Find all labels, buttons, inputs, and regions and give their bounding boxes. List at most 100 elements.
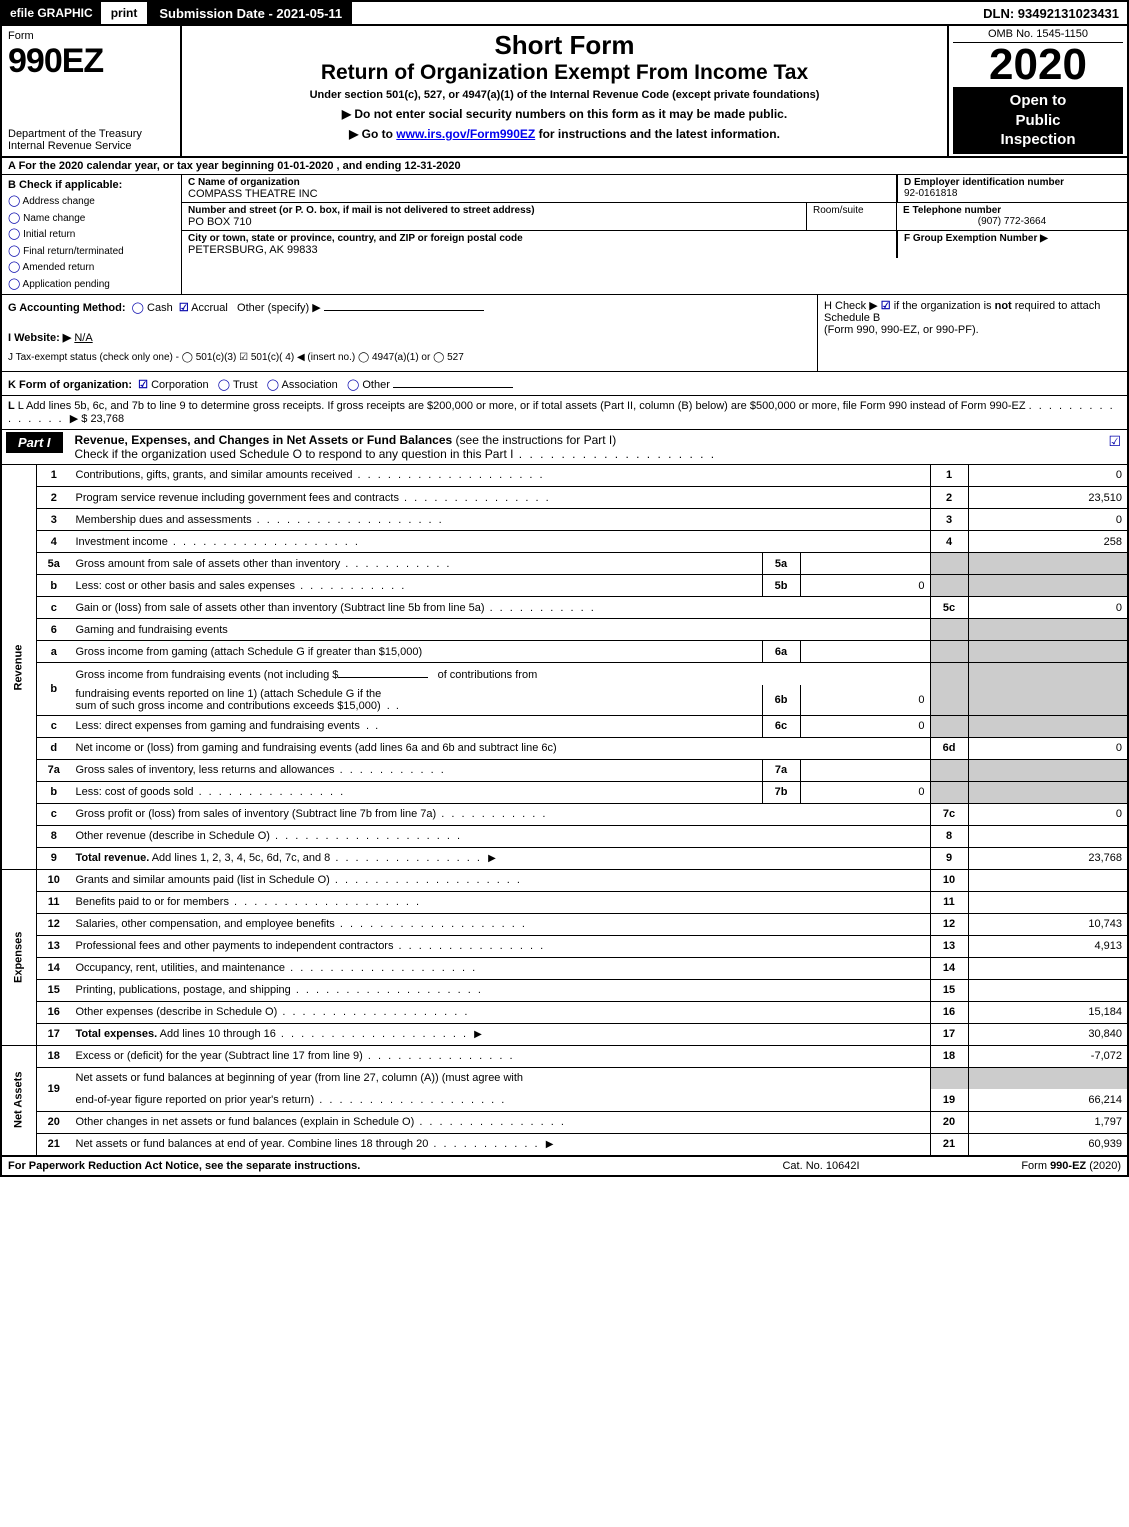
org-name-value: COMPASS THEATRE INC — [188, 188, 890, 200]
amt-6d: 0 — [968, 737, 1128, 759]
line-14: 14 Occupancy, rent, utilities, and maint… — [1, 957, 1128, 979]
part1-title: Revenue, Expenses, and Changes in Net As… — [71, 430, 1097, 464]
other-org-blank[interactable] — [393, 376, 513, 388]
room-suite-label: Room/suite — [813, 205, 890, 216]
top-bar: efile GRAPHIC print Submission Date - 20… — [0, 0, 1129, 26]
chk-corporation[interactable]: ☑ — [138, 379, 148, 391]
dept-treasury: Department of the Treasury — [8, 128, 174, 140]
topbar-spacer — [352, 2, 975, 24]
print-button[interactable]: print — [101, 2, 150, 24]
line-10: Expenses 10 Grants and similar amounts p… — [1, 869, 1128, 891]
amt-21: 60,939 — [968, 1133, 1128, 1155]
row-g: G Accounting Method: ◯ Cash ☑ Accrual Ot… — [8, 299, 811, 319]
footer-right: Form 990-EZ (2020) — [921, 1160, 1121, 1172]
org-name-label: C Name of organization — [188, 177, 890, 188]
g-label: G Accounting Method: — [8, 302, 126, 314]
line-18: Net Assets 18 Excess or (deficit) for th… — [1, 1045, 1128, 1067]
amt-17: 30,840 — [968, 1023, 1128, 1045]
amt-6b: 0 — [800, 685, 930, 716]
submission-date-button[interactable]: Submission Date - 2021-05-11 — [149, 2, 352, 24]
line-6d: d Net income or (loss) from gaming and f… — [1, 737, 1128, 759]
line-2: 2 Program service revenue including gove… — [1, 487, 1128, 509]
col-b-header: B Check if applicable: — [8, 177, 175, 194]
side-revenue: Revenue — [1, 465, 37, 870]
entity-block: B Check if applicable: ◯ Address change … — [0, 175, 1129, 296]
line-5a: 5a Gross amount from sale of assets othe… — [1, 553, 1128, 575]
row-a-tax-year: A For the 2020 calendar year, or tax yea… — [0, 158, 1129, 175]
l-text: L Add lines 5b, 6c, and 7b to line 9 to … — [18, 400, 1026, 412]
line-19-1: 19 Net assets or fund balances at beginn… — [1, 1067, 1128, 1089]
amt-19: 66,214 — [968, 1089, 1128, 1111]
chk-name-change[interactable]: ◯ Name change — [8, 210, 175, 227]
goto-line: ▶ Go to www.irs.gov/Form990EZ for instru… — [188, 127, 941, 141]
other-specify-blank[interactable] — [324, 299, 484, 311]
goto-link[interactable]: www.irs.gov/Form990EZ — [396, 127, 535, 141]
line-1: Revenue 1 Contributions, gifts, grants, … — [1, 465, 1128, 487]
amt-20: 1,797 — [968, 1111, 1128, 1133]
line-7a: 7a Gross sales of inventory, less return… — [1, 759, 1128, 781]
phone-cell: E Telephone number (907) 772-3664 — [897, 203, 1127, 230]
chk-final-return[interactable]: ◯ Final return/terminated — [8, 243, 175, 260]
room-suite-cell: Room/suite — [807, 203, 897, 230]
chk-address-change[interactable]: ◯ Address change — [8, 193, 175, 210]
part1-check-icon[interactable]: ☑ — [1097, 430, 1127, 453]
line-6a: a Gross income from gaming (attach Sched… — [1, 641, 1128, 663]
phone-value: (907) 772-3664 — [903, 216, 1121, 227]
open-inspection-box: Open to Public Inspection — [953, 87, 1123, 154]
city-value: PETERSBURG, AK 99833 — [188, 244, 890, 256]
address-cell: Number and street (or P. O. box, if mail… — [182, 203, 807, 230]
line-6b-1: b Gross income from fundraising events (… — [1, 663, 1128, 685]
chk-other-org[interactable]: ◯ — [347, 379, 359, 391]
line-20: 20 Other changes in net assets or fund b… — [1, 1111, 1128, 1133]
line-8: 8 Other revenue (describe in Schedule O)… — [1, 825, 1128, 847]
group-exemption-label: F Group Exemption Number ▶ — [904, 233, 1121, 244]
tax-exempt-status: J Tax-exempt status (check only one) - ◯… — [8, 352, 464, 363]
chk-amended-return[interactable]: ◯ Amended return — [8, 259, 175, 276]
amt-5b: 0 — [800, 575, 930, 597]
part1-check-line: Check if the organization used Schedule … — [75, 447, 514, 461]
line-12: 12 Salaries, other compensation, and emp… — [1, 913, 1128, 935]
line-11: 11 Benefits paid to or for members 11 — [1, 891, 1128, 913]
chk-application-pending[interactable]: ◯ Application pending — [8, 276, 175, 293]
row-k: K Form of organization: ☑ Corporation ◯ … — [0, 372, 1129, 396]
row-ghij: G Accounting Method: ◯ Cash ☑ Accrual Ot… — [0, 295, 1129, 372]
line-5c: c Gain or (loss) from sale of assets oth… — [1, 597, 1128, 619]
website-value: N/A — [74, 332, 92, 344]
amt-14 — [968, 957, 1128, 979]
line-15: 15 Printing, publications, postage, and … — [1, 979, 1128, 1001]
amt-6c: 0 — [800, 715, 930, 737]
no-ssn-line: ▶ Do not enter social security numbers o… — [188, 107, 941, 121]
chk-cash[interactable]: ◯ — [132, 302, 144, 314]
header-right: OMB No. 1545-1150 2020 Open to Public In… — [947, 26, 1127, 156]
line-4: 4 Investment income 4 258 — [1, 531, 1128, 553]
ein-label: D Employer identification number — [904, 177, 1121, 188]
amt-3: 0 — [968, 509, 1128, 531]
goto-pre: ▶ Go to — [349, 127, 396, 141]
city-cell: City or town, state or province, country… — [182, 231, 897, 258]
amt-15 — [968, 979, 1128, 1001]
amt-10 — [968, 869, 1128, 891]
ein-cell: D Employer identification number 92-0161… — [897, 175, 1127, 202]
form-header: Form 990EZ Department of the Treasury In… — [0, 26, 1129, 158]
row-i: I Website: ▶ N/A — [8, 329, 811, 349]
chk-association[interactable]: ◯ — [267, 379, 279, 391]
lines-table: Revenue 1 Contributions, gifts, grants, … — [0, 465, 1129, 1156]
form-word: Form — [8, 30, 174, 42]
inspection: Inspection — [955, 130, 1121, 150]
chk-sched-b[interactable]: ☑ — [881, 300, 891, 312]
amt-7a — [800, 759, 930, 781]
efile-button[interactable]: efile GRAPHIC — [2, 2, 101, 24]
amt-2: 23,510 — [968, 487, 1128, 509]
line-19-2: end-of-year figure reported on prior yea… — [1, 1089, 1128, 1111]
phone-label: E Telephone number — [903, 205, 1121, 216]
amt-16: 15,184 — [968, 1001, 1128, 1023]
chk-initial-return[interactable]: ◯ Initial return — [8, 226, 175, 243]
under-section: Under section 501(c), 527, or 4947(a)(1)… — [188, 89, 941, 101]
group-exemption-cell: F Group Exemption Number ▶ — [897, 231, 1127, 258]
footer: For Paperwork Reduction Act Notice, see … — [0, 1156, 1129, 1177]
chk-trust[interactable]: ◯ — [218, 379, 230, 391]
line-6b-2: fundraising events reported on line 1) (… — [1, 685, 1128, 716]
chk-accrual[interactable]: ☑ — [179, 302, 189, 314]
short-form-title: Short Form — [188, 30, 941, 61]
l-amount: ▶ $ 23,768 — [70, 413, 124, 425]
